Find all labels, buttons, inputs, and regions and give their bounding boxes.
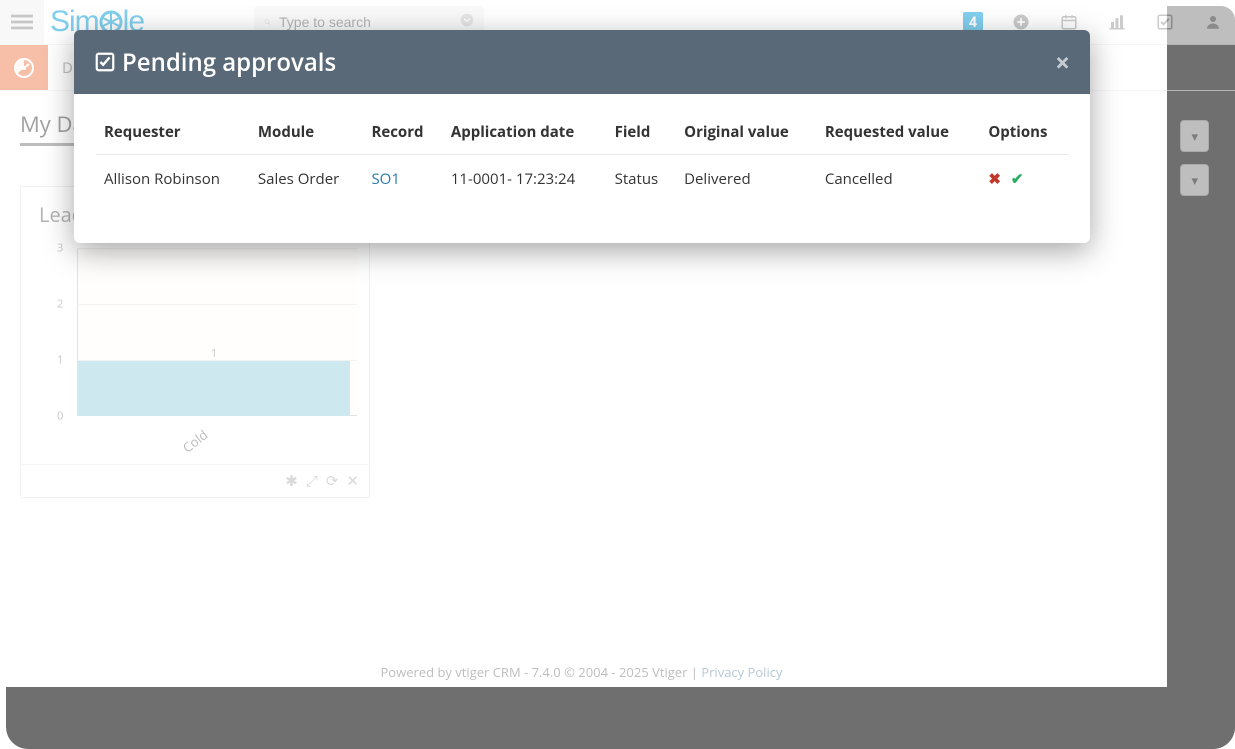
cell-requester: Allison Robinson bbox=[96, 155, 250, 204]
approvals-table: Requester Module Record Application date… bbox=[96, 112, 1068, 203]
tasks-icon[interactable] bbox=[1155, 12, 1175, 32]
ytick-2: 2 bbox=[57, 297, 63, 312]
search-icon bbox=[264, 15, 271, 29]
cell-appdate: 11-0001- 17:23:24 bbox=[443, 155, 607, 204]
user-icon[interactable] bbox=[1203, 12, 1223, 32]
ytick-0: 0 bbox=[57, 409, 63, 424]
x-label-cold: Cold bbox=[179, 426, 212, 457]
table-row: Allison Robinson Sales Order SO1 11-0001… bbox=[96, 155, 1068, 204]
leads-chart: 3 2 1 0 1 Cold bbox=[21, 234, 369, 464]
table-header-row: Requester Module Record Application date… bbox=[96, 112, 1068, 155]
reject-button[interactable]: ✖ bbox=[988, 169, 1001, 189]
notifications-badge[interactable]: 4 bbox=[963, 12, 983, 32]
search-dropdown-icon[interactable] bbox=[460, 13, 474, 32]
ytick-1: 1 bbox=[57, 353, 63, 368]
hamburger-icon bbox=[11, 11, 33, 33]
widget-close-icon[interactable]: ✕ bbox=[346, 471, 359, 491]
record-link[interactable]: SO1 bbox=[371, 169, 399, 189]
search-input[interactable] bbox=[279, 14, 460, 30]
widget-refresh-icon[interactable]: ⟳ bbox=[326, 471, 339, 491]
modal-close-button[interactable]: × bbox=[1055, 44, 1070, 80]
reports-icon[interactable] bbox=[1107, 12, 1127, 32]
privacy-link[interactable]: Privacy Policy bbox=[701, 663, 782, 681]
col-requested: Requested value bbox=[817, 112, 980, 155]
dropdown-1[interactable]: ▾ bbox=[1180, 120, 1209, 152]
add-icon[interactable] bbox=[1011, 12, 1031, 32]
cell-requested: Cancelled bbox=[817, 155, 980, 204]
approve-button[interactable]: ✔ bbox=[1011, 169, 1024, 189]
col-module: Module bbox=[250, 112, 364, 155]
modal-header: Pending approvals × bbox=[74, 30, 1090, 94]
pending-approvals-modal: Pending approvals × Requester Module Rec… bbox=[74, 30, 1090, 243]
dashboard-tab-icon[interactable] bbox=[0, 45, 48, 90]
bar-cold[interactable] bbox=[78, 361, 350, 416]
widget-footer: ✱ ⤢ ⟳ ✕ bbox=[21, 464, 369, 497]
col-appdate: Application date bbox=[443, 112, 607, 155]
cell-module: Sales Order bbox=[250, 155, 364, 204]
col-record: Record bbox=[363, 112, 442, 155]
widget-expand-icon[interactable]: ⤢ bbox=[306, 471, 318, 491]
col-options: Options bbox=[980, 112, 1068, 155]
modal-title: Pending approvals bbox=[122, 46, 336, 79]
ytick-3: 3 bbox=[57, 241, 63, 256]
cell-field: Status bbox=[607, 155, 677, 204]
col-requester: Requester bbox=[96, 112, 250, 155]
col-original: Original value bbox=[676, 112, 817, 155]
col-field: Field bbox=[607, 112, 677, 155]
dropdown-2[interactable]: ▾ bbox=[1180, 164, 1209, 196]
bar-value-label: 1 bbox=[211, 346, 217, 361]
widget-settings-icon[interactable]: ✱ bbox=[285, 471, 298, 491]
cell-original: Delivered bbox=[676, 155, 817, 204]
footer: Powered by vtiger CRM - 7.4.0 © 2004 - 2… bbox=[0, 663, 1163, 681]
topbar-icons: 4 bbox=[963, 12, 1223, 32]
check-square-icon bbox=[94, 51, 116, 73]
menu-button[interactable] bbox=[0, 0, 44, 45]
calendar-icon[interactable] bbox=[1059, 12, 1079, 32]
